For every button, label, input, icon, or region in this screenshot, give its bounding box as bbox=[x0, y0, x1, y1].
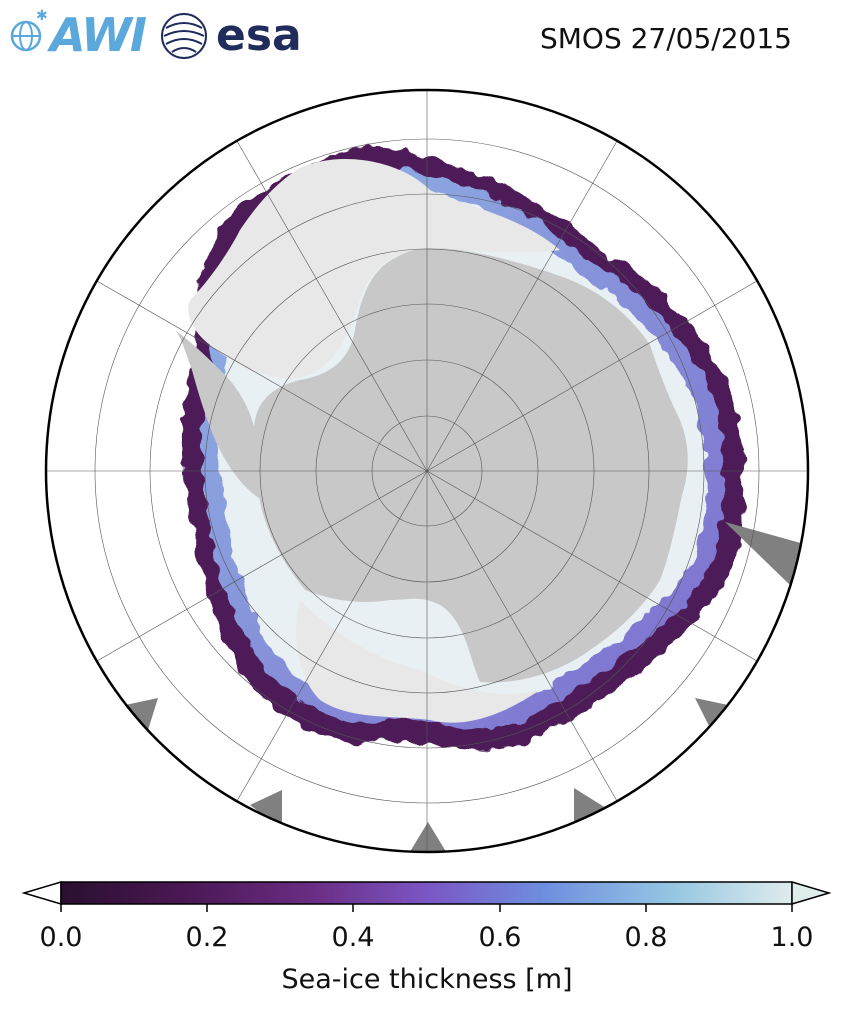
colorbar-label: Sea-ice thickness [m] bbox=[281, 964, 573, 995]
antarctica-land bbox=[252, 248, 688, 683]
colorbar-extend-low bbox=[21, 880, 62, 906]
gridlines bbox=[46, 90, 808, 852]
colorbar-tick-label: 0.2 bbox=[185, 922, 229, 953]
missing-data-wedge bbox=[695, 698, 728, 728]
svg-text:✱: ✱ bbox=[36, 8, 48, 24]
awi-logo: ✱ AWI bbox=[6, 6, 156, 62]
ross-ice-shelf bbox=[188, 159, 560, 379]
esa-wordmark: esa bbox=[216, 10, 302, 61]
sea-ice-map bbox=[44, 88, 810, 854]
colorbar-extend-high bbox=[791, 880, 832, 906]
logo-bar: ✱ AWI esa bbox=[6, 6, 306, 62]
missing-data-wedge bbox=[408, 822, 448, 852]
esa-logo: esa bbox=[158, 8, 306, 62]
colorbar-tick-label: 0.0 bbox=[39, 922, 83, 953]
colorbar-gradient bbox=[60, 881, 793, 905]
colorbar-tick-label: 0.4 bbox=[331, 922, 375, 953]
ronne-ice-shelf bbox=[296, 600, 540, 723]
missing-data-wedge bbox=[125, 698, 158, 730]
colorbar bbox=[21, 880, 832, 912]
colorbar-tick-label: 0.6 bbox=[478, 922, 522, 953]
colorbar-ticks bbox=[60, 904, 793, 912]
awi-globe-icon: ✱ bbox=[10, 8, 48, 52]
antarctic-peninsula bbox=[175, 330, 262, 500]
colorbar-tick-label: 0.8 bbox=[624, 922, 668, 953]
colorbar-tick-label: 1.0 bbox=[770, 922, 814, 953]
map-boundary bbox=[44, 88, 810, 854]
awi-wordmark: AWI bbox=[50, 8, 147, 62]
missing-data-wedge bbox=[725, 522, 808, 585]
esa-emblem-icon bbox=[161, 13, 207, 59]
map-title: SMOS 27/05/2015 bbox=[539, 22, 792, 55]
